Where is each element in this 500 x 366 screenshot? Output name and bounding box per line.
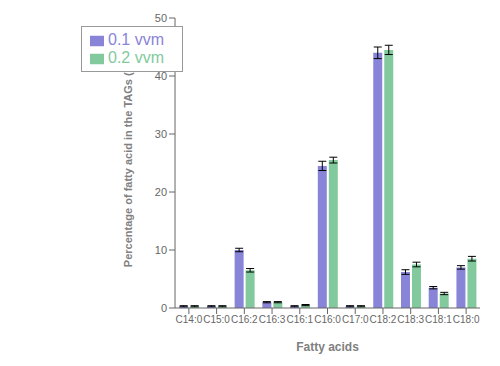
svg-text:C17:0: C17:0 <box>342 314 369 325</box>
svg-text:Percentage of fatty acid in th: Percentage of fatty acid in the TAGs (%) <box>122 59 134 268</box>
svg-text:C14:0: C14:0 <box>176 314 203 325</box>
svg-text:20: 20 <box>155 186 167 198</box>
svg-text:C18:1: C18:1 <box>425 314 452 325</box>
svg-text:50: 50 <box>155 12 167 24</box>
svg-text:40: 40 <box>155 70 167 82</box>
svg-text:C16:2: C16:2 <box>231 314 258 325</box>
svg-text:C15:0: C15:0 <box>203 314 230 325</box>
html-text:0.2 vvm: 0.2 vvm <box>108 49 164 66</box>
svg-text:Fatty acids: Fatty acids <box>296 340 359 354</box>
svg-text:C16:1: C16:1 <box>286 314 313 325</box>
html-text:0.1 vvm: 0.1 vvm <box>108 31 164 48</box>
svg-text:C18:2: C18:2 <box>370 314 397 325</box>
svg-text:0: 0 <box>161 302 167 314</box>
svg-text:C16:0: C16:0 <box>314 314 341 325</box>
svg-text:C18:0: C18:0 <box>453 314 480 325</box>
svg-text:C16:3: C16:3 <box>259 314 286 325</box>
svg-text:30: 30 <box>155 128 167 140</box>
svg-text:10: 10 <box>155 244 167 256</box>
svg-text:C18:3: C18:3 <box>397 314 424 325</box>
